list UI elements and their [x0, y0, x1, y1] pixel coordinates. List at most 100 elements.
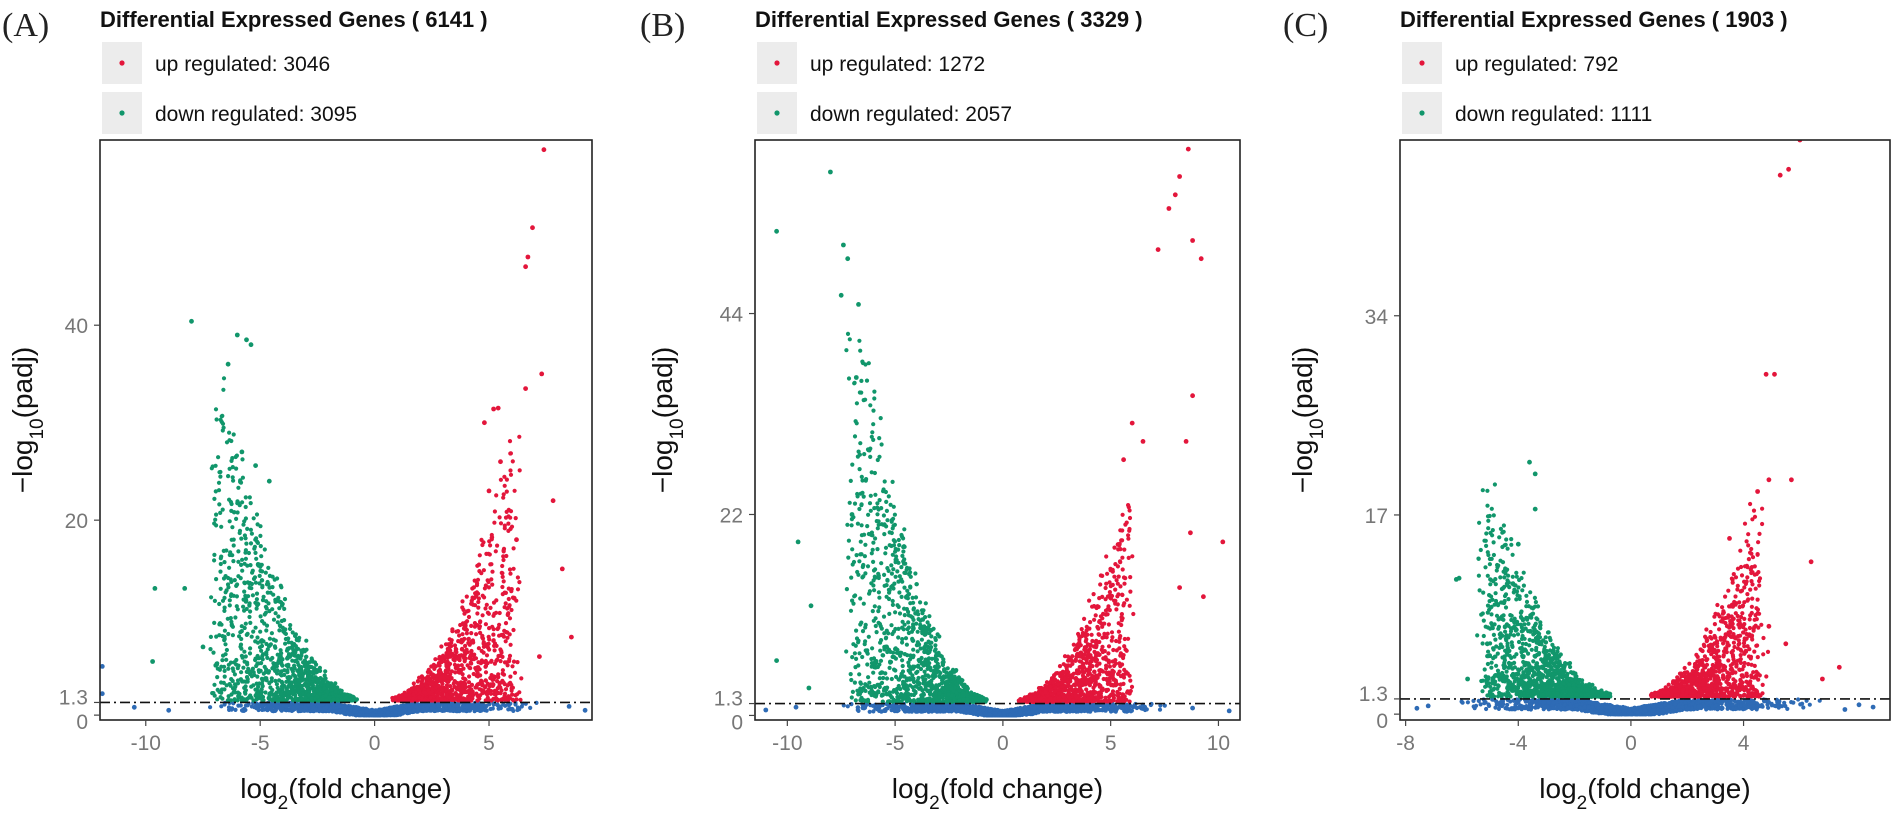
point-up-regulated: [508, 674, 513, 679]
point-not-significant: [262, 702, 267, 707]
point-down-regulated: [322, 686, 327, 691]
point-down-regulated: [252, 546, 257, 551]
point-down-regulated: [266, 565, 271, 571]
point-down-regulated: [267, 636, 272, 641]
point-down-regulated: [239, 536, 244, 541]
point-down-regulated: [240, 655, 245, 660]
point-not-significant: [265, 707, 270, 712]
point-not-significant: [1142, 704, 1147, 710]
point-up-regulated: [463, 643, 468, 649]
point-up-regulated: [530, 225, 535, 231]
point-down-regulated: [275, 652, 280, 657]
point-up-regulated: [471, 657, 476, 662]
point-down-regulated: [282, 597, 288, 602]
point-up-regulated: [476, 646, 481, 651]
point-up-regulated: [480, 691, 485, 696]
point-not-significant: [411, 708, 416, 714]
point-down-regulated: [323, 693, 328, 699]
point-up-regulated: [474, 673, 479, 678]
point-down-regulated: [243, 556, 248, 561]
point-down-regulated: [217, 601, 222, 607]
point-down-regulated: [274, 661, 279, 666]
point-not-significant: [333, 709, 338, 714]
point-down-regulated: [275, 698, 280, 703]
point-down-regulated: [240, 557, 245, 562]
point-down-regulated: [230, 475, 235, 480]
point-down-regulated: [213, 517, 218, 522]
point-down-regulated: [217, 470, 222, 475]
point-down-regulated: [249, 531, 254, 536]
point-down-regulated: [208, 634, 213, 640]
point-up-regulated: [505, 663, 510, 668]
point-down-regulated: [249, 634, 254, 639]
point-down-regulated: [254, 591, 260, 596]
point-up-regulated: [479, 658, 484, 663]
point-down-regulated: [234, 516, 239, 522]
point-up-regulated: [417, 675, 422, 680]
point-not-significant: [239, 708, 245, 713]
point-not-significant: [400, 709, 405, 715]
point-down-regulated: [242, 608, 247, 613]
point-down-regulated: [253, 550, 258, 556]
point-up-regulated: [426, 667, 431, 672]
point-up-regulated: [483, 606, 488, 611]
point-down-regulated: [220, 428, 225, 433]
point-down-regulated: [255, 674, 260, 679]
point-up-regulated: [498, 521, 504, 526]
point-down-regulated: [221, 376, 227, 381]
point-not-significant: [320, 702, 325, 708]
point-up-regulated: [425, 674, 431, 679]
point-up-regulated: [461, 690, 466, 695]
point-down-regulated: [250, 593, 255, 598]
point-down-regulated: [237, 530, 242, 536]
point-up-regulated: [432, 673, 437, 678]
point-up-regulated: [500, 563, 505, 569]
point-up-regulated: [495, 543, 500, 548]
point-down-regulated: [279, 651, 284, 656]
point-down-regulated: [253, 656, 258, 661]
point-up-regulated: [473, 623, 478, 628]
point-down-regulated: [259, 643, 265, 649]
point-down-regulated: [150, 659, 156, 664]
point-down-regulated: [282, 672, 287, 678]
legend-label: up regulated: 1272: [810, 53, 985, 76]
point-up-regulated: [466, 608, 471, 613]
y-tick-label: 20: [65, 510, 88, 533]
point-not-significant: [364, 713, 369, 718]
point-up-regulated: [508, 571, 513, 576]
point-not-significant: [281, 703, 286, 708]
point-up-regulated: [510, 697, 515, 702]
panel-letter: (A): [2, 7, 49, 44]
point-up-regulated: [428, 695, 433, 701]
point-down-regulated: [315, 694, 320, 699]
point-up-regulated: [488, 562, 493, 567]
point-not-significant: [401, 703, 406, 709]
y-tick-label: 0: [76, 711, 88, 734]
point-down-regulated: [295, 646, 301, 651]
point-up-regulated: [474, 632, 479, 637]
point-up-regulated: [491, 406, 496, 412]
point-up-regulated: [447, 661, 453, 667]
point-not-significant: [357, 712, 362, 717]
point-down-regulated: [225, 361, 231, 367]
point-down-regulated: [304, 638, 309, 643]
point-down-regulated: [243, 654, 248, 659]
point-not-significant: [364, 708, 369, 713]
point-up-regulated: [469, 623, 474, 629]
point-up-regulated: [466, 614, 472, 620]
point-down-regulated: [333, 689, 338, 694]
point-down-regulated: [233, 615, 238, 620]
point-down-regulated: [208, 647, 213, 652]
point-down-regulated: [283, 641, 288, 646]
point-down-regulated: [231, 543, 236, 548]
point-up-regulated: [416, 687, 421, 692]
point-down-regulated: [236, 663, 241, 668]
point-not-significant: [249, 704, 254, 709]
point-up-regulated: [458, 667, 464, 673]
point-not-significant: [414, 704, 419, 710]
point-down-regulated: [293, 659, 298, 664]
point-up-regulated: [541, 147, 547, 153]
point-down-regulated: [315, 678, 320, 683]
point-up-regulated: [519, 676, 524, 681]
chart-title: Differential Expressed Genes ( 6141 ): [100, 7, 488, 32]
